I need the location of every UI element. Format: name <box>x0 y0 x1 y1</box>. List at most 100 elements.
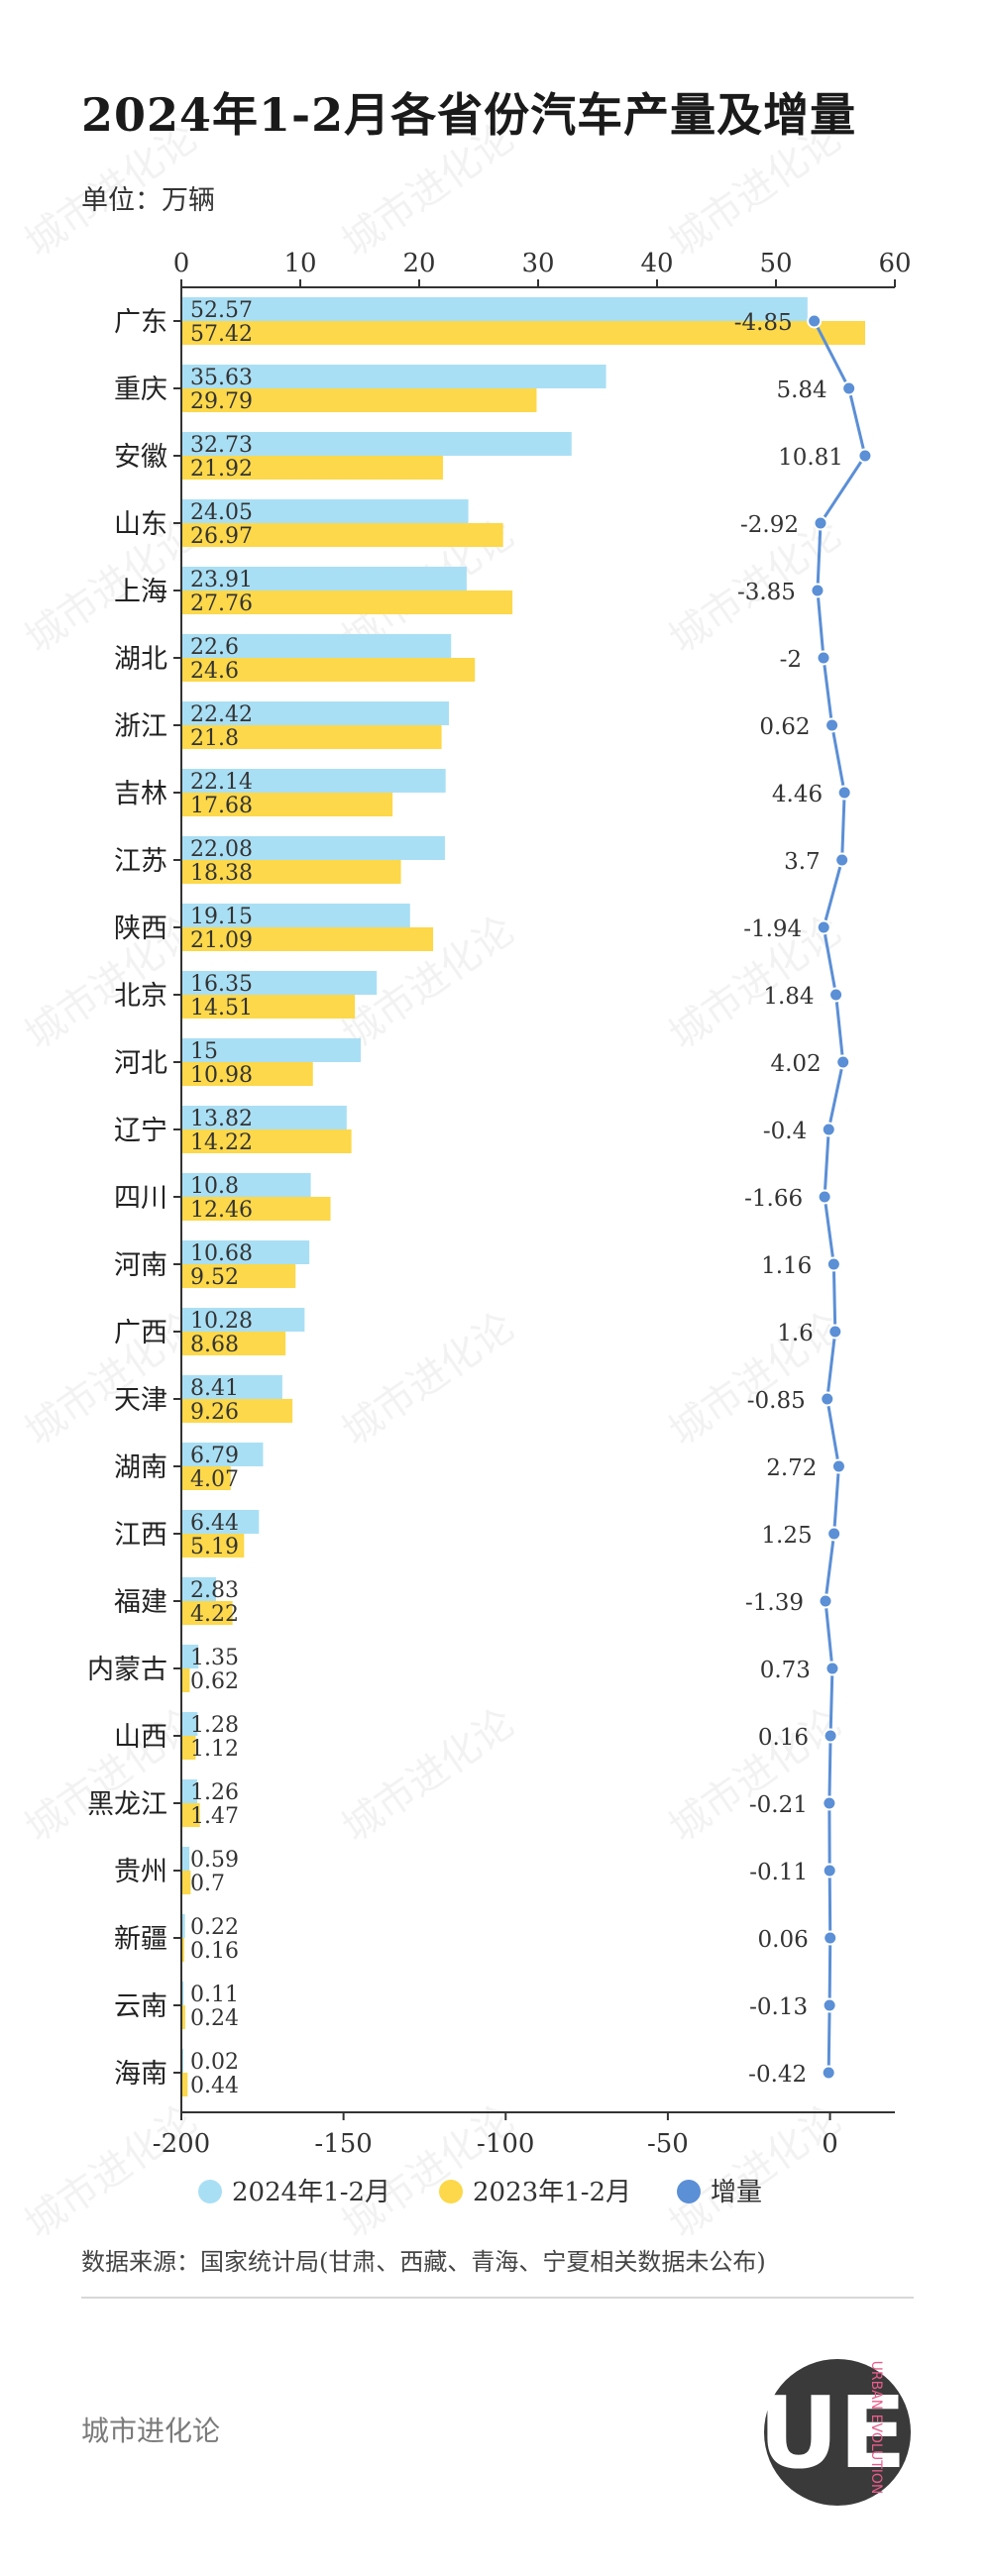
bar-2024 <box>182 1577 216 1601</box>
legend-label: 2024年1-2月 <box>232 2178 390 2207</box>
category-label: 陕西 <box>114 913 167 944</box>
category-label: 江西 <box>114 1520 167 1551</box>
category-label: 广东 <box>114 307 167 338</box>
category-label: 浙江 <box>114 711 167 742</box>
bar-2023-label: 57.42 <box>190 322 253 347</box>
bar-2024 <box>182 1712 198 1736</box>
increment-label: -1.66 <box>744 1186 803 1212</box>
top-axis-tick-label: 40 <box>640 249 673 278</box>
logo-letters: UE <box>761 2375 907 2491</box>
category-label: 山西 <box>114 1722 167 1753</box>
bar-2024-label: 0.59 <box>190 1848 239 1873</box>
bar-2023-label: 14.51 <box>190 996 253 1020</box>
increment-point <box>835 1054 851 1070</box>
bar-2023-label: 12.46 <box>190 1198 253 1223</box>
bar-2023 <box>182 1197 331 1221</box>
increment-label: -1.39 <box>745 1590 804 1616</box>
category-label: 上海 <box>114 577 167 607</box>
bar-2023 <box>182 1736 196 1760</box>
bar-2023 <box>182 860 401 884</box>
bar-2023-label: 4.22 <box>190 1602 239 1627</box>
increment-point <box>834 852 850 868</box>
bar-2023 <box>182 1534 245 1557</box>
footer-brand: 城市进化论 <box>81 2415 221 2447</box>
bar-2024 <box>182 1443 264 1466</box>
increment-point <box>841 380 857 396</box>
bar-2024 <box>182 297 808 321</box>
bar-2024 <box>182 2049 183 2073</box>
legend-marker <box>677 2180 701 2203</box>
category-label: 北京 <box>114 981 167 1012</box>
increment-point <box>821 1122 836 1137</box>
increment-point <box>823 1930 838 1946</box>
bar-2023 <box>182 1332 286 1355</box>
increment-label: 0.62 <box>759 714 810 740</box>
increment-label: -3.85 <box>737 580 796 605</box>
bar-2024-label: 35.63 <box>190 366 253 390</box>
bar-2024-label: 23.91 <box>190 568 253 592</box>
bar-2024-label: 10.28 <box>190 1309 253 1334</box>
increment-label: 1.84 <box>763 984 814 1010</box>
bar-2024-label: 0.11 <box>190 1983 239 2007</box>
bar-2023-label: 0.16 <box>190 1939 239 1964</box>
bar-2023-label: 9.52 <box>190 1265 239 1290</box>
category-label: 重庆 <box>114 375 167 405</box>
increment-label: 10.81 <box>778 445 843 471</box>
top-axis-tick-label: 60 <box>878 249 911 278</box>
bar-2024-label: 8.41 <box>190 1376 239 1401</box>
category-label: 河北 <box>114 1048 167 1079</box>
bar-2024 <box>182 1645 199 1668</box>
bar-2024-label: 0.02 <box>190 2050 239 2075</box>
bar-2023-label: 8.68 <box>190 1333 239 1357</box>
bar-2024 <box>182 1038 361 1062</box>
bar-2023 <box>182 793 393 816</box>
increment-label: 4.02 <box>770 1051 821 1077</box>
increment-label: 5.84 <box>776 377 826 403</box>
increment-point <box>827 1324 843 1340</box>
bar-2023-label: 1.47 <box>190 1804 239 1829</box>
bar-2023 <box>182 523 503 547</box>
bar-2024-label: 6.79 <box>190 1444 239 1468</box>
bar-2023 <box>182 1129 352 1153</box>
bar-2023-label: 5.19 <box>190 1535 239 1559</box>
bar-2024 <box>182 1982 184 2005</box>
increment-label: 2.72 <box>766 1455 817 1481</box>
bar-2023-label: 29.79 <box>190 389 253 414</box>
bar-2023-label: 0.44 <box>190 2074 239 2098</box>
top-axis-tick-label: 20 <box>402 249 435 278</box>
bar-2024 <box>182 701 450 725</box>
increment-label: -0.4 <box>763 1119 807 1144</box>
legend-label: 2023年1-2月 <box>473 2178 631 2207</box>
bar-2024-label: 22.6 <box>190 635 239 660</box>
divider <box>81 2297 914 2299</box>
bottom-axis-tick-label: -150 <box>314 2129 372 2159</box>
bar-2024-label: 13.82 <box>190 1107 253 1131</box>
bar-2024-label: 15 <box>190 1039 218 1064</box>
bar-2024 <box>182 1914 185 1938</box>
logo-circle <box>764 2359 911 2506</box>
data-source: 数据来源：国家统计局(甘肃、西藏、青海、宁夏相关数据未公布) <box>81 2248 766 2276</box>
bottom-axis-tick-label: -50 <box>647 2129 689 2159</box>
increment-point <box>826 1256 841 1272</box>
bar-2024-label: 10.68 <box>190 1241 253 1266</box>
increment-label: -0.11 <box>749 1860 808 1885</box>
bar-2024 <box>182 1106 347 1129</box>
bar-2024 <box>182 971 378 995</box>
bar-2023 <box>182 456 444 480</box>
bar-2023 <box>182 1466 231 1490</box>
unit-label: 单位：万辆 <box>81 185 215 216</box>
bar-2023 <box>182 1938 184 1962</box>
top-axis-tick-label: 10 <box>283 249 316 278</box>
increment-point <box>857 448 873 464</box>
bar-2024 <box>182 1308 305 1332</box>
bar-2023 <box>182 927 434 951</box>
increment-point <box>813 515 828 531</box>
increment-point <box>816 650 831 666</box>
bar-2024 <box>182 1779 198 1803</box>
bar-2023-label: 17.68 <box>190 794 253 818</box>
bottom-axis-tick-label: -200 <box>153 2129 210 2159</box>
increment-label: -0.42 <box>748 2062 807 2088</box>
increment-point <box>810 583 826 598</box>
category-label: 新疆 <box>114 1924 167 1955</box>
bar-2024 <box>182 634 452 658</box>
